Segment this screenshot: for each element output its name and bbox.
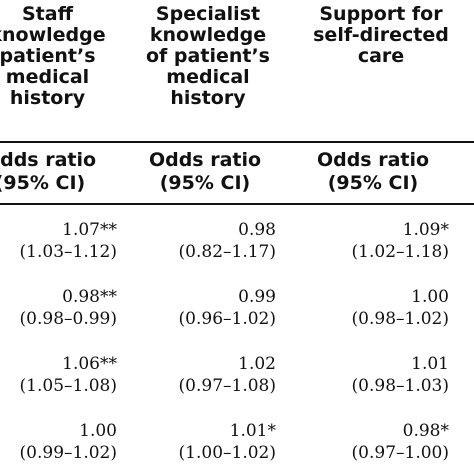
- confidence-interval: (0.97–1.08): [178, 376, 276, 396]
- confidence-interval: (0.82–1.17): [178, 242, 276, 262]
- table-cell: 0.98* (0.97–1.00): [318, 420, 449, 464]
- confidence-interval: (1.03–1.12): [19, 242, 117, 262]
- table-cell: 0.98** (0.98–0.99): [0, 286, 117, 330]
- confidence-interval: (1.02–1.18): [351, 242, 449, 262]
- header-rule: [0, 141, 474, 143]
- confidence-interval: (0.98–0.99): [19, 309, 117, 329]
- table-cell: 1.00 (0.99–1.02): [0, 420, 117, 464]
- table-cell: 1.07** (1.03–1.12): [0, 219, 117, 263]
- confidence-interval: (0.97–1.00): [351, 443, 449, 463]
- col1-subheader: Odds ratio (95% CI): [0, 149, 97, 194]
- odds-ratio: 1.06**: [62, 354, 117, 374]
- subheader-rule: [0, 203, 474, 205]
- odds-ratio: 1.00: [79, 421, 117, 441]
- confidence-interval: (0.98–1.02): [351, 309, 449, 329]
- table-cell: 1.00 (0.98–1.02): [318, 286, 449, 330]
- confidence-interval: (0.98–1.03): [351, 376, 449, 396]
- odds-ratio: 0.98: [238, 220, 276, 240]
- col1-header: Staff knowledge patient’s medical histor…: [0, 3, 106, 109]
- table-cell: 1.01* (1.00–1.02): [158, 420, 276, 464]
- table-cell: 1.01 (0.98–1.03): [318, 353, 449, 397]
- confidence-interval: (1.00–1.02): [178, 443, 276, 463]
- table-cell: 1.06** (1.05–1.08): [0, 353, 117, 397]
- table-cell: 0.98 (0.82–1.17): [158, 219, 276, 263]
- odds-ratio: 0.98*: [402, 421, 449, 441]
- odds-ratio: 1.07**: [62, 220, 117, 240]
- odds-ratio: 1.09*: [402, 220, 449, 240]
- odds-ratio: 1.01: [411, 354, 449, 374]
- table-cell: 1.09* (1.02–1.18): [318, 219, 449, 263]
- col2-header: Specialist knowledge of patient’s medica…: [146, 3, 270, 109]
- confidence-interval: (0.99–1.02): [19, 443, 117, 463]
- col3-subheader: Odds ratio (95% CI): [316, 149, 430, 194]
- odds-ratio: 0.99: [238, 287, 276, 307]
- odds-ratio: 1.02: [238, 354, 276, 374]
- col3-header: Support for self-directed care: [313, 3, 449, 67]
- table-cell: 0.99 (0.96–1.02): [158, 286, 276, 330]
- odds-ratio: 1.00: [411, 287, 449, 307]
- confidence-interval: (0.96–1.02): [178, 309, 276, 329]
- table-cell: 1.02 (0.97–1.08): [158, 353, 276, 397]
- col2-subheader: Odds ratio (95% CI): [148, 149, 262, 194]
- odds-ratio: 1.01*: [229, 421, 276, 441]
- odds-ratio: 0.98**: [62, 287, 117, 307]
- confidence-interval: (1.05–1.08): [19, 376, 117, 396]
